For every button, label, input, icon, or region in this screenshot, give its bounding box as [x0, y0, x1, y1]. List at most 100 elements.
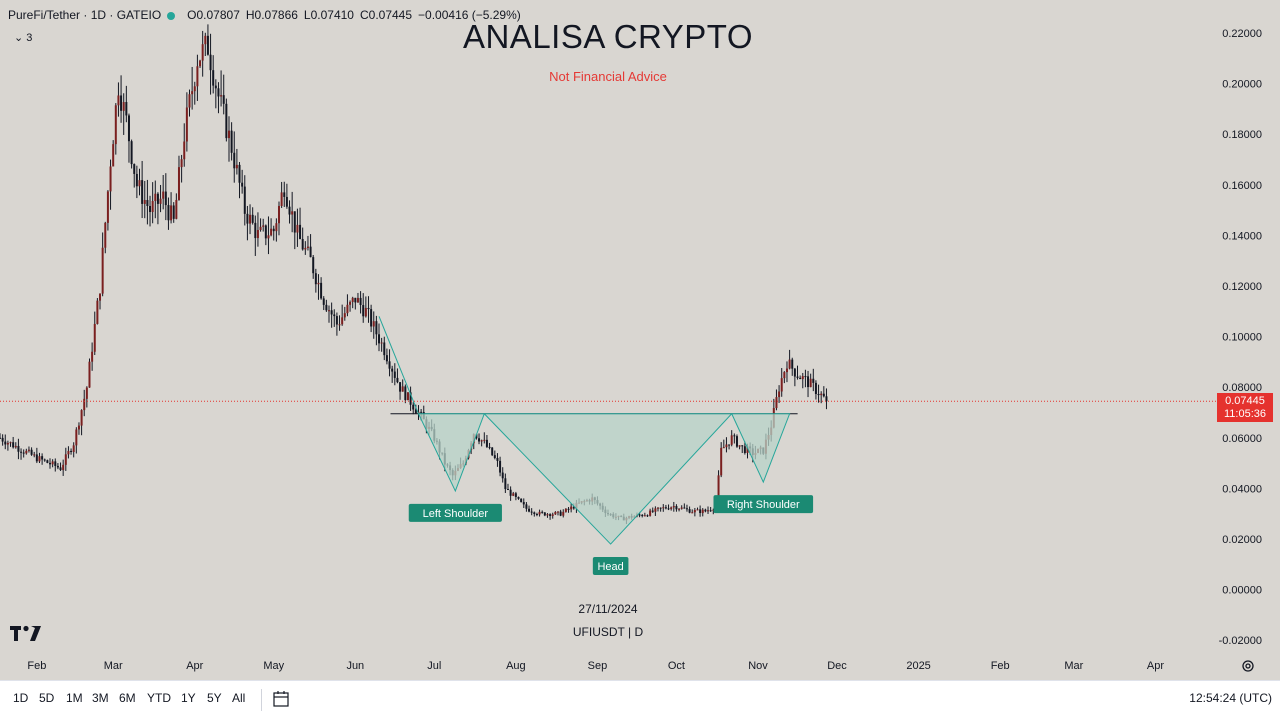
candle-body [177, 167, 180, 200]
candle-body [406, 392, 409, 401]
tradingview-logo-icon[interactable] [10, 624, 42, 642]
range-button-3m[interactable]: 3M [92, 691, 109, 705]
candle-body [791, 359, 794, 369]
symbol-name[interactable]: PureFi/Tether · 1D · GATEIO [8, 8, 162, 22]
candle-body [654, 508, 657, 512]
candle-body [196, 66, 199, 87]
candle-body [101, 247, 104, 294]
gear-icon[interactable] [1241, 659, 1255, 673]
candle-body [62, 464, 65, 471]
candle-body [722, 447, 725, 449]
utc-clock[interactable]: 12:54:24 (UTC) [1189, 691, 1272, 705]
candle-body [493, 455, 496, 458]
x-tick-label: Aug [506, 660, 526, 672]
range-button-6m[interactable]: 6M [119, 691, 136, 705]
candle-body [699, 509, 702, 514]
candle-body [343, 313, 346, 318]
candle-body [296, 224, 299, 233]
candle-body [356, 297, 359, 303]
candle-body [341, 317, 344, 325]
candle-body [314, 273, 317, 285]
toolbar-divider [261, 689, 262, 711]
candle-body [338, 324, 341, 326]
high-value: H0.07866 [245, 8, 298, 22]
candle-body [704, 509, 707, 512]
candle-body [43, 459, 46, 461]
candle-body [330, 310, 333, 315]
range-button-ytd[interactable]: YTD [147, 691, 171, 705]
candle-body [799, 377, 802, 380]
last-price-label: 0.07445 11:05:36 [1217, 393, 1273, 423]
candle-body [701, 509, 704, 514]
candle-body [299, 224, 302, 239]
candle-body [99, 293, 102, 301]
candle-body [685, 508, 688, 510]
candle-body [54, 461, 57, 466]
candle-body [256, 230, 259, 239]
candle-body [712, 509, 715, 511]
candle-body [180, 159, 183, 168]
candle-body [691, 512, 694, 514]
candle-body [743, 446, 746, 454]
range-button-5d[interactable]: 5D [39, 691, 55, 705]
candle-body [170, 205, 173, 221]
candle-body [383, 342, 386, 356]
candle-body [533, 512, 536, 515]
price-axis[interactable]: 0.22000 0.20000 0.18000 0.16000 0.14000 0.120… [1219, 28, 1262, 647]
candle-body [562, 511, 565, 516]
indicators-toggle[interactable]: ⌄ 3 [14, 31, 32, 44]
x-tick-label: 2025 [906, 660, 930, 672]
candle-body [396, 377, 399, 383]
range-button-all[interactable]: All [232, 691, 246, 705]
candle-body [335, 316, 338, 325]
candle-body [230, 130, 233, 153]
low-value: L0.07410 [303, 8, 354, 22]
y-tick-label: 0.08000 [1222, 382, 1262, 394]
last-price-value: 0.07445 [1225, 395, 1265, 408]
range-button-1m[interactable]: 1M [66, 691, 83, 705]
y-tick-label: 0.22000 [1222, 28, 1262, 40]
candle-body [167, 205, 170, 221]
candle-body [559, 511, 562, 516]
range-button-1y[interactable]: 1Y [181, 691, 196, 705]
candle-body [543, 512, 546, 516]
candle-body [127, 115, 130, 142]
candle-body [788, 359, 791, 369]
candle-body [125, 102, 128, 116]
candle-body [693, 510, 696, 513]
candle-body [272, 228, 275, 232]
range-button-1d[interactable]: 1D [13, 691, 29, 705]
pattern-leg [378, 316, 419, 414]
symbol-legend: PureFi/Tether · 1D · GATEIO O0.07807 H0.07… [8, 8, 521, 22]
candle-body [404, 386, 407, 401]
indicators-count: 3 [26, 32, 33, 44]
candle-body [683, 507, 686, 509]
candle-body [233, 152, 236, 169]
candle-body [80, 410, 83, 426]
candle-body [514, 493, 517, 497]
x-tick-label: Nov [748, 660, 768, 672]
candle-body [733, 435, 736, 437]
candle-body [17, 445, 20, 452]
calendar-goto-icon[interactable] [272, 690, 290, 708]
time-axis[interactable]: Feb Mar Apr May Jun Jul Aug Sep Oct Nov Dec 2025 Feb… [27, 660, 1164, 672]
candle-body [164, 191, 167, 206]
candle-body [309, 246, 312, 258]
candle-body [662, 507, 665, 509]
candle-body [401, 386, 404, 392]
candle-body [33, 454, 36, 456]
candle-body [91, 351, 94, 362]
candle-body [680, 507, 683, 509]
x-tick-label: Sep [588, 660, 608, 672]
candle-body [35, 454, 38, 462]
candle-body [399, 382, 402, 392]
range-button-5y[interactable]: 5Y [207, 691, 222, 705]
candle-body [393, 371, 396, 378]
y-tick-label: 0.12000 [1222, 281, 1262, 293]
candle-body [659, 507, 662, 509]
candle-body [549, 514, 552, 516]
y-tick-label: 0.16000 [1222, 180, 1262, 192]
candle-body [235, 164, 238, 169]
candle-body [485, 439, 488, 447]
